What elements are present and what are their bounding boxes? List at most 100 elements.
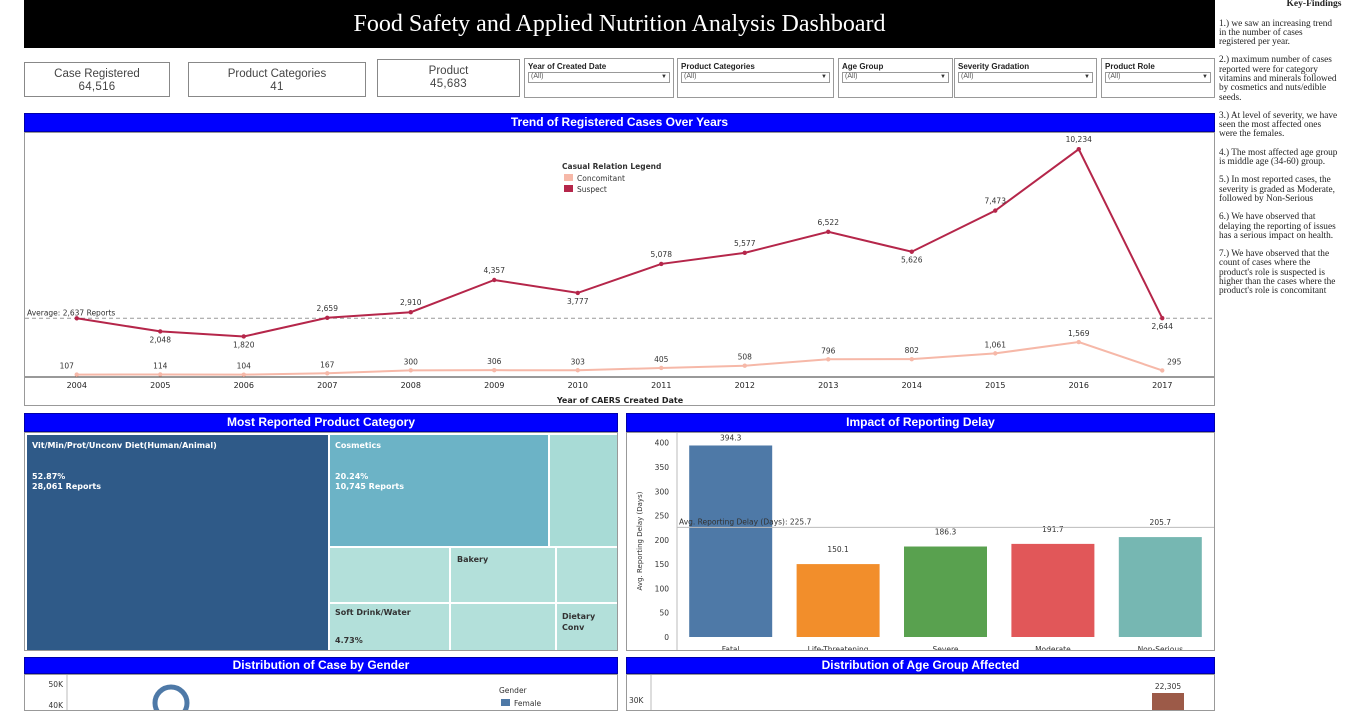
data-label: 300: [404, 357, 419, 366]
x-tick-label: 2014: [902, 381, 922, 390]
age-panel: 30K 22,305: [626, 674, 1215, 711]
y-tick-label: 100: [655, 584, 670, 593]
treemap-cell[interactable]: [330, 548, 449, 602]
y-tick-label: 350: [655, 463, 670, 472]
reference-line-label: Avg. Reporting Delay (Days): 225.7: [679, 517, 812, 526]
x-tick-label: 2015: [985, 381, 1005, 390]
data-label: 2,644: [1152, 322, 1174, 331]
filter-dropdown[interactable]: (All) ▼: [1105, 72, 1211, 83]
x-tick-label: 2004: [67, 381, 87, 390]
data-point: [492, 367, 497, 373]
treemap-cell-dietary-conv[interactable]: Dietary Conv: [557, 604, 617, 650]
finding-item: 6.) We have observed that delaying the r…: [1219, 212, 1336, 241]
x-tick-label: 2009: [484, 381, 504, 390]
data-label: 3,777: [567, 297, 589, 306]
age-bar: [1152, 693, 1184, 710]
legend-swatch-suspect: [564, 185, 573, 192]
gender-panel-header: Distribution of Case by Gender: [24, 657, 618, 674]
finding-item: 3.) At level of severity, we have seen t…: [1219, 110, 1338, 140]
bar-moderate: [1011, 543, 1095, 637]
filter-dropdown[interactable]: (All) ▼: [528, 72, 670, 83]
kpi-product-categories: Product Categories 41: [188, 62, 366, 97]
data-point: [74, 316, 79, 321]
treemap-cell[interactable]: [557, 548, 617, 602]
data-point: [1076, 146, 1081, 152]
filter-label: Year of Created Date: [528, 62, 607, 71]
y-tick-label: 50: [659, 609, 669, 618]
trend-panel: Average: 2,637 Reports 2004 2005 2006 2007 20…: [24, 132, 1215, 406]
data-point: [1076, 339, 1081, 345]
data-label: 1,061: [985, 340, 1007, 349]
finding-item: 1.) we saw an increasing trend in the nu…: [1219, 18, 1333, 48]
treemap-cell-soft-drink[interactable]: Soft Drink/Water 4.73%: [330, 604, 449, 650]
filter-age-group[interactable]: Age Group (All) ▼: [838, 58, 953, 98]
filter-severity[interactable]: Severity Gradation (All) ▼: [954, 58, 1097, 98]
bar-life-threatening: [796, 564, 880, 637]
data-label: 5,078: [651, 250, 673, 259]
data-point: [158, 372, 163, 377]
filter-product-categories[interactable]: Product Categories (All) ▼: [677, 58, 834, 98]
delay-panel: 0 50 100 150 200 250 300 350 400 Avg. Reporting D…: [626, 432, 1215, 651]
legend-label-suspect: Suspect: [577, 185, 607, 194]
bar-severe: [904, 546, 987, 637]
data-label: 508: [738, 353, 753, 362]
x-tick-label: Life-Threatening: [808, 645, 869, 650]
x-axis-title: Year of CAERS Created Date: [556, 396, 684, 405]
kpi-label: Product: [428, 65, 469, 77]
filter-year[interactable]: Year of Created Date (All) ▼: [524, 58, 674, 98]
kpi-value: 45,683: [430, 78, 467, 90]
bar-value-label: 22,305: [1155, 682, 1181, 691]
data-point: [158, 329, 163, 334]
x-tick-label: Fatal: [722, 645, 740, 650]
x-tick-label: 2005: [150, 381, 170, 390]
treemap-percent: 20.24%: [335, 472, 369, 481]
filter-label: Severity Gradation: [958, 62, 1030, 71]
data-point: [659, 261, 664, 267]
filter-label: Age Group: [842, 62, 884, 71]
age-chart: 30K 22,305: [629, 675, 1184, 710]
delay-bar-chart: 0 50 100 150 200 250 300 350 400 Avg. Reporting D…: [636, 433, 1214, 650]
filter-label: Product Categories: [681, 62, 755, 71]
x-tick-label: Severe: [933, 645, 959, 650]
data-label: 2,910: [400, 298, 422, 307]
treemap-cell-cosmetics[interactable]: Cosmetics 20.24% 10,745 Reports: [330, 435, 548, 546]
dashboard-title: Food Safety and Applied Nutrition Analys…: [24, 0, 1215, 48]
treemap-cell[interactable]: [550, 435, 617, 546]
bar-value-label: 150.1: [827, 545, 849, 554]
filter-product-role[interactable]: Product Role (All) ▼: [1101, 58, 1215, 98]
chevron-down-icon: ▼: [1084, 74, 1090, 80]
data-point: [993, 351, 998, 356]
data-label: 114: [153, 361, 168, 370]
gender-chart: 50K 40K Gender Female: [49, 675, 542, 710]
x-tick-label: 2013: [818, 381, 838, 390]
x-tick-label: 2012: [735, 381, 755, 390]
series-line-concomitant: [76, 341, 1163, 376]
data-point: [993, 208, 998, 213]
kpi-value: 41: [270, 81, 284, 93]
finding-item: 2.) maximum number of cases reported wer…: [1219, 55, 1337, 103]
finding-item: 4.) The most affected age group is middl…: [1219, 147, 1338, 168]
legend-label-female: Female: [514, 699, 542, 708]
y-tick-label: 300: [655, 487, 670, 496]
reference-line-label: Average: 2,637 Reports: [27, 308, 115, 317]
data-label: 167: [320, 360, 335, 369]
filter-dropdown[interactable]: (All) ▼: [842, 72, 949, 83]
kpi-label: Case Registered: [54, 68, 140, 80]
data-label: 295: [1167, 357, 1182, 366]
treemap-cell-vitamins[interactable]: Vit/Min/Prot/Unconv Diet(Human/Animal) 5…: [27, 435, 328, 650]
filter-dropdown[interactable]: (All) ▼: [681, 72, 830, 83]
gender-panel: 50K 40K Gender Female: [24, 674, 618, 711]
treemap-cell[interactable]: [451, 604, 555, 650]
data-point: [492, 277, 497, 283]
data-label: 1,820: [233, 340, 255, 349]
chevron-down-icon: ▼: [940, 74, 946, 80]
treemap-reports: 10,745 Reports: [335, 482, 404, 491]
data-point: [74, 372, 79, 377]
filter-dropdown[interactable]: (All) ▼: [958, 72, 1093, 83]
data-label: 802: [905, 346, 920, 355]
finding-item: 5.) In most reported cases, the severity…: [1219, 175, 1335, 204]
data-point: [909, 249, 914, 254]
treemap-cell-bakery[interactable]: Bakery: [451, 548, 555, 602]
y-tick-label: 40K: [49, 701, 65, 710]
x-tick-label: 2006: [234, 381, 254, 390]
